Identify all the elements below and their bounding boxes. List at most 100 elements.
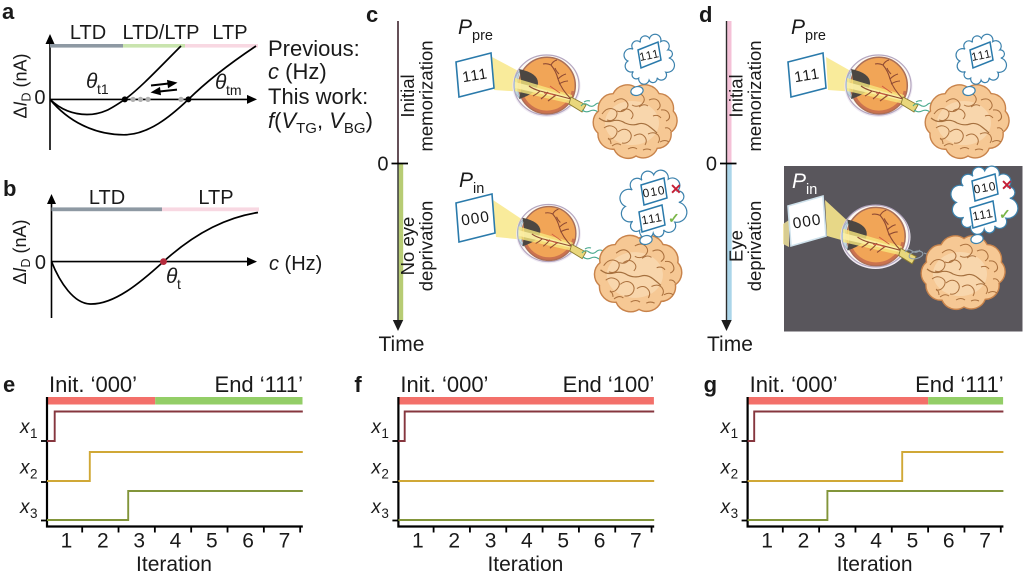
svg-text:End ‘111’: End ‘111’ xyxy=(915,372,1003,397)
svg-text:P: P xyxy=(458,16,472,39)
svg-text:e: e xyxy=(3,372,15,397)
svg-text:✓: ✓ xyxy=(668,210,680,226)
svg-text:2: 2 xyxy=(798,530,810,553)
svg-text:x: x xyxy=(720,497,732,518)
svg-text:End ‘100’: End ‘100’ xyxy=(563,372,655,397)
svg-text:✓: ✓ xyxy=(999,206,1011,222)
svg-text:3: 3 xyxy=(731,506,739,521)
svg-text:LTD/LTP: LTD/LTP xyxy=(122,22,199,44)
svg-text:3: 3 xyxy=(485,530,497,553)
svg-text:✕: ✕ xyxy=(1001,177,1013,193)
svg-text:Init. ‘000’: Init. ‘000’ xyxy=(400,372,488,397)
svg-text:0: 0 xyxy=(377,154,388,176)
svg-text:d: d xyxy=(699,2,712,27)
svg-text:t: t xyxy=(177,276,181,292)
svg-text:P: P xyxy=(791,16,805,39)
svg-text:This work:: This work: xyxy=(268,84,368,109)
svg-text:Initial: Initial xyxy=(397,74,418,117)
svg-text:θ: θ xyxy=(215,71,227,94)
svg-text:g: g xyxy=(704,372,717,397)
svg-text:1: 1 xyxy=(731,426,739,441)
svg-text:c (Hz): c (Hz) xyxy=(268,59,327,84)
svg-text:c: c xyxy=(366,2,378,27)
svg-text:6: 6 xyxy=(943,530,955,553)
svg-text:Iteration: Iteration xyxy=(837,553,913,576)
svg-text:Iteration: Iteration xyxy=(136,553,212,576)
svg-text:a: a xyxy=(2,0,15,24)
svg-text:tm: tm xyxy=(226,82,242,98)
svg-text:7: 7 xyxy=(630,530,642,553)
svg-text:5: 5 xyxy=(907,530,919,553)
svg-text:Initial: Initial xyxy=(726,74,747,117)
svg-text:010: 010 xyxy=(972,179,997,197)
svg-text:No eye: No eye xyxy=(397,217,418,276)
svg-text:0: 0 xyxy=(706,154,717,176)
svg-text:LTD: LTD xyxy=(89,187,125,209)
svg-text:3: 3 xyxy=(30,506,38,521)
svg-text:7: 7 xyxy=(979,530,991,553)
svg-text:memorization: memorization xyxy=(416,40,437,151)
svg-text:1: 1 xyxy=(61,530,73,553)
svg-text:t1: t1 xyxy=(97,81,109,97)
svg-text:LTD: LTD xyxy=(70,22,106,44)
svg-text:111: 111 xyxy=(461,65,489,86)
svg-text:memorization: memorization xyxy=(744,40,765,151)
svg-text:4: 4 xyxy=(170,530,182,553)
svg-text:LTP: LTP xyxy=(212,22,247,44)
svg-text:x: x xyxy=(720,417,732,438)
svg-text:6: 6 xyxy=(594,530,606,553)
svg-text:2: 2 xyxy=(30,467,38,482)
svg-text:Eye: Eye xyxy=(726,230,747,262)
svg-text:in: in xyxy=(806,182,817,198)
svg-text:Init. ‘000’: Init. ‘000’ xyxy=(750,372,838,397)
svg-text:ΔID (nA): ΔID (nA) xyxy=(11,53,34,118)
svg-text:0: 0 xyxy=(34,87,45,109)
svg-text:x: x xyxy=(19,497,31,518)
svg-text:6: 6 xyxy=(242,530,254,553)
svg-text:5: 5 xyxy=(206,530,218,553)
svg-text:3: 3 xyxy=(133,530,145,553)
svg-text:θ: θ xyxy=(86,70,98,93)
svg-text:x: x xyxy=(370,417,382,438)
svg-text:pre: pre xyxy=(805,28,826,44)
svg-text:Iteration: Iteration xyxy=(487,553,563,576)
svg-text:LTP: LTP xyxy=(198,187,233,209)
svg-text:2: 2 xyxy=(731,467,739,482)
svg-text:ΔID (nA): ΔID (nA) xyxy=(10,219,33,284)
svg-text:x: x xyxy=(370,458,382,479)
svg-text:0: 0 xyxy=(35,252,46,274)
svg-text:1: 1 xyxy=(412,530,424,553)
svg-text:x: x xyxy=(19,458,31,479)
svg-text:111: 111 xyxy=(638,48,661,64)
svg-text:deprivation: deprivation xyxy=(744,201,765,292)
svg-text:2: 2 xyxy=(448,530,460,553)
svg-text:1: 1 xyxy=(761,530,773,553)
svg-text:000: 000 xyxy=(460,208,491,229)
svg-text:Time: Time xyxy=(707,333,753,356)
svg-text:x: x xyxy=(370,497,382,518)
svg-text:4: 4 xyxy=(870,530,882,553)
svg-text:5: 5 xyxy=(557,530,569,553)
svg-text:4: 4 xyxy=(521,530,533,553)
svg-text:2: 2 xyxy=(381,467,389,482)
svg-text:deprivation: deprivation xyxy=(416,201,437,292)
svg-text:010: 010 xyxy=(641,183,666,201)
svg-text:Previous:: Previous: xyxy=(268,36,360,61)
svg-text:7: 7 xyxy=(279,530,291,553)
svg-text:θ: θ xyxy=(166,265,178,288)
svg-text:pre: pre xyxy=(472,28,493,44)
svg-text:in: in xyxy=(473,181,484,197)
svg-text:✕: ✕ xyxy=(670,181,682,197)
svg-text:111: 111 xyxy=(793,65,821,86)
svg-text:x: x xyxy=(720,458,732,479)
svg-text:End ‘111’: End ‘111’ xyxy=(215,372,303,397)
svg-text:3: 3 xyxy=(381,506,389,521)
svg-text:P: P xyxy=(459,169,473,192)
svg-text:f: f xyxy=(354,372,362,397)
svg-text:1: 1 xyxy=(381,426,389,441)
svg-text:c (Hz): c (Hz) xyxy=(269,253,322,275)
svg-text:Init. ‘000’: Init. ‘000’ xyxy=(49,372,137,397)
svg-text:111: 111 xyxy=(640,210,663,227)
svg-text:1: 1 xyxy=(30,426,38,441)
svg-text:2: 2 xyxy=(97,530,109,553)
